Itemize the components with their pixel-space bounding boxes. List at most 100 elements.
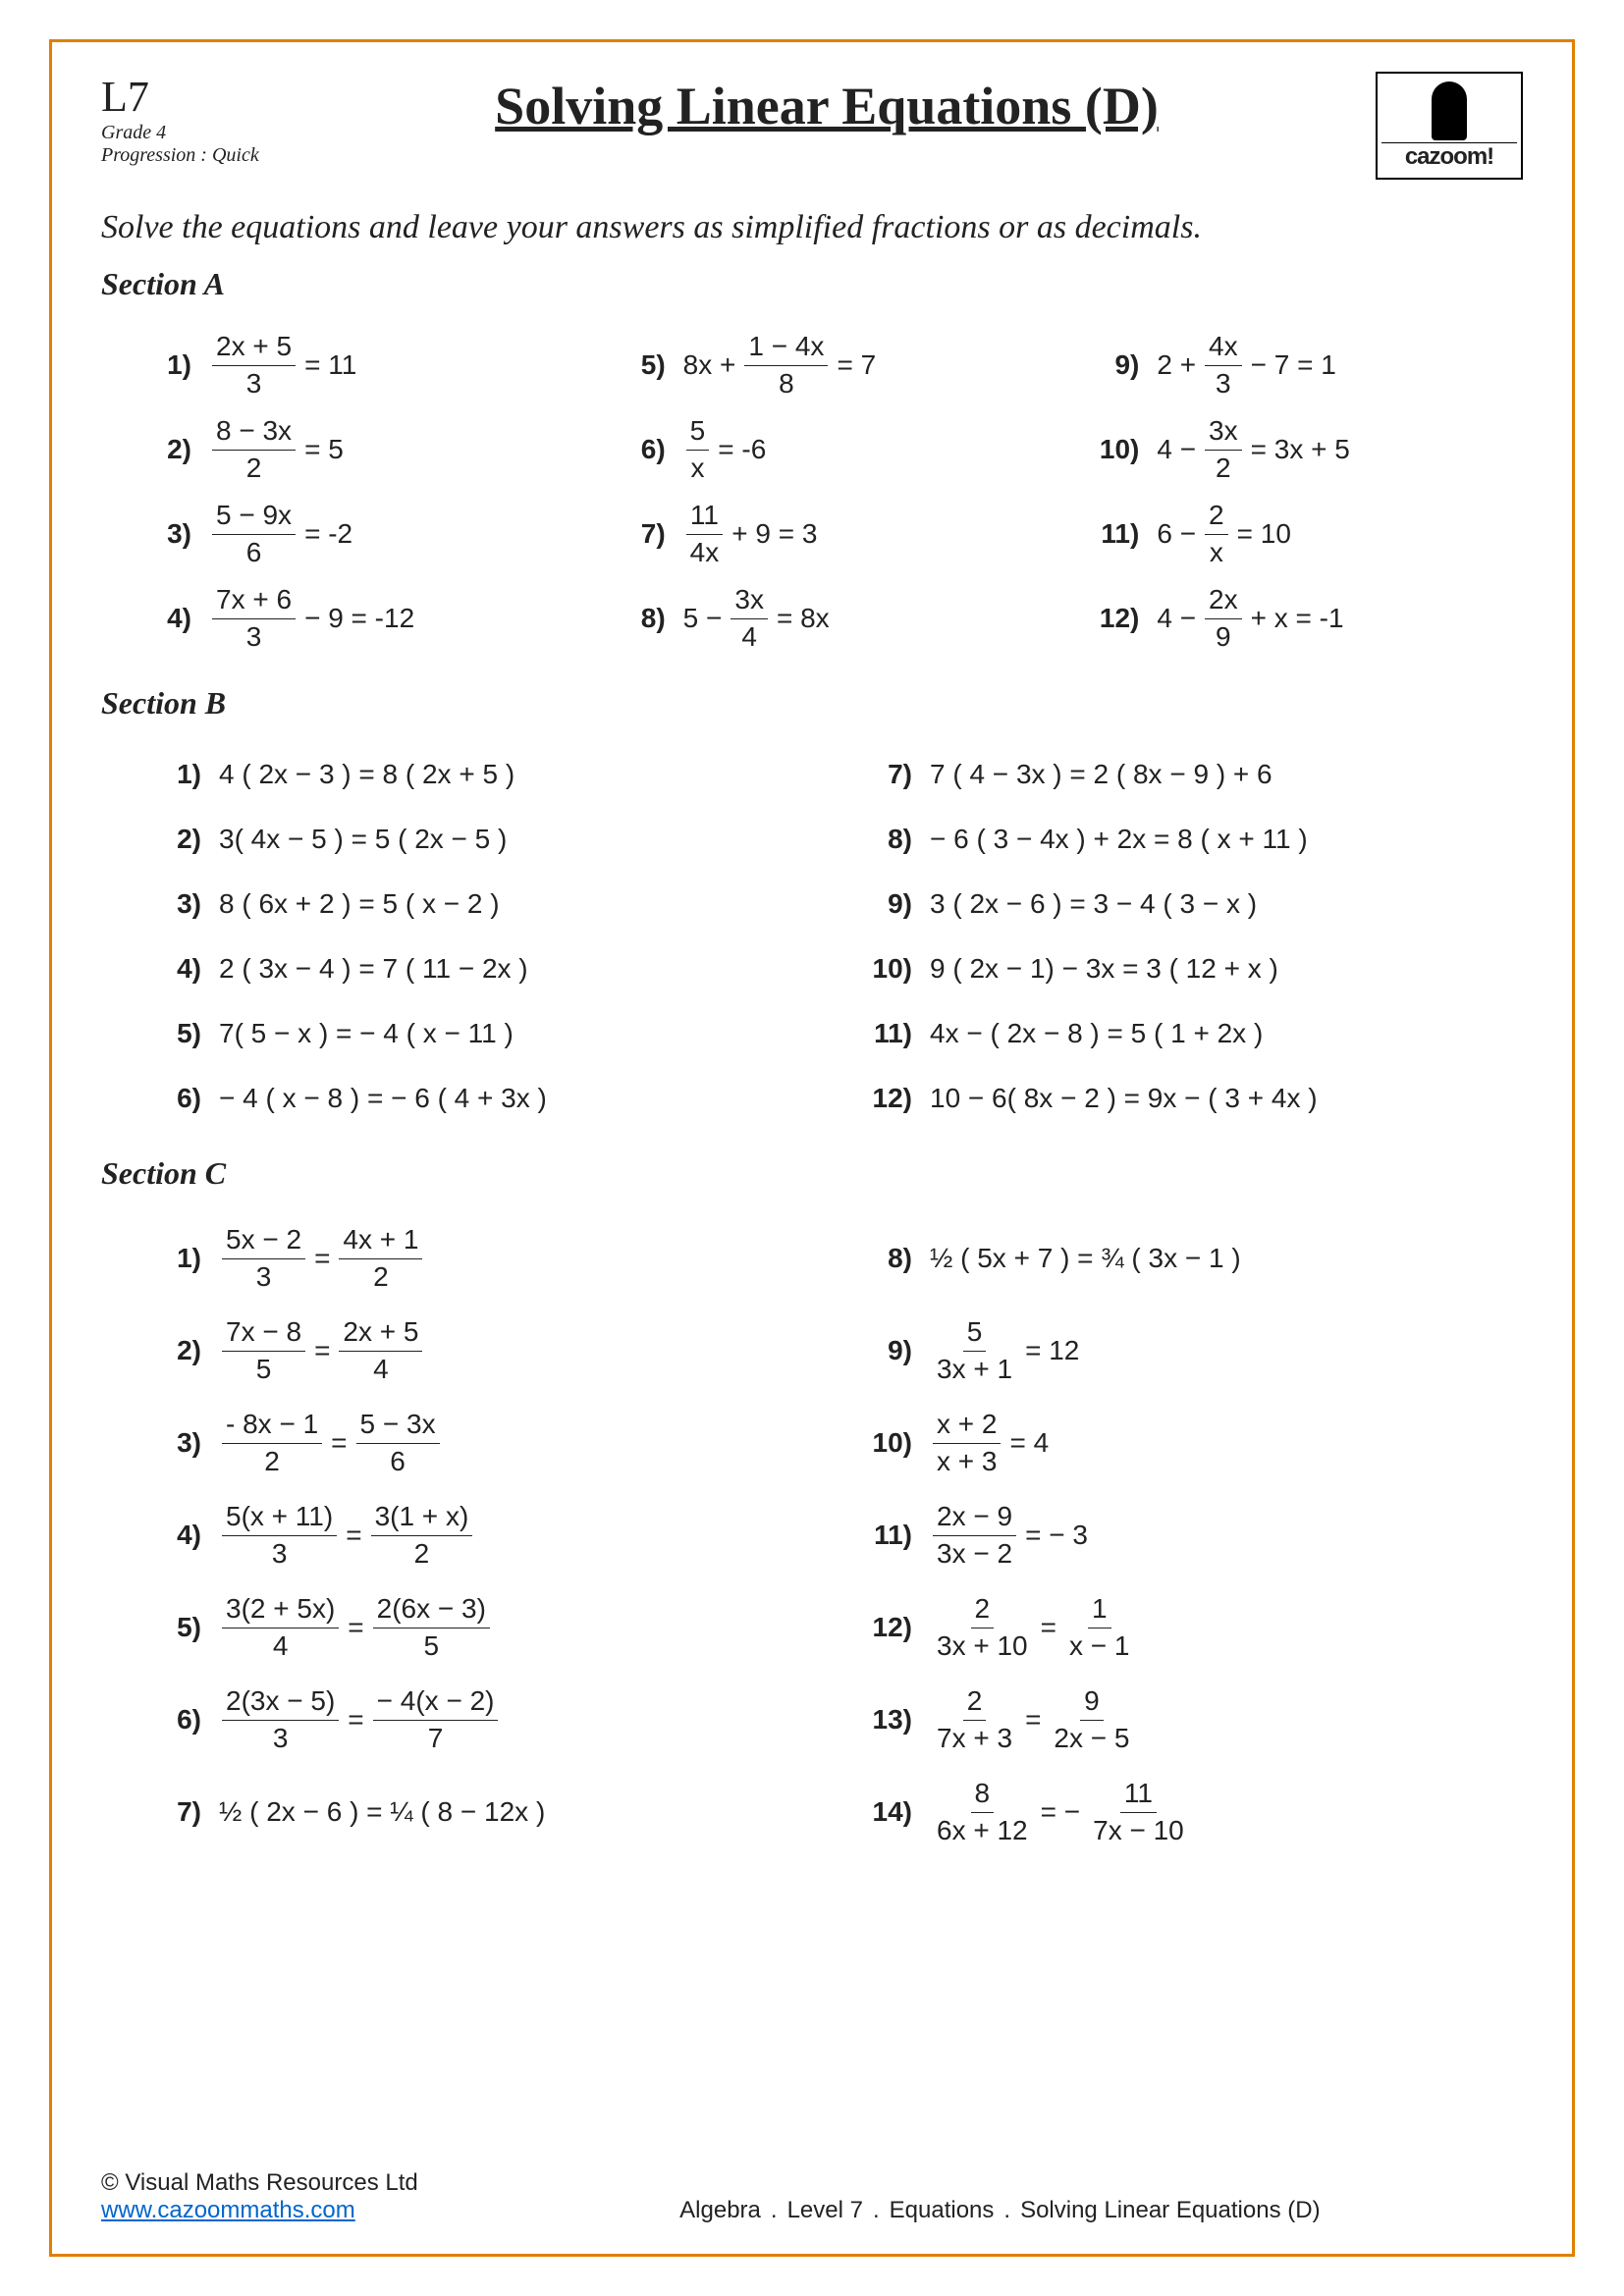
- page-title: Solving Linear Equations (D): [307, 72, 1346, 136]
- problem-number: 10): [871, 1427, 930, 1459]
- problem-number: 9): [1098, 349, 1157, 381]
- problem: 3)8 ( 6x + 2 ) = 5 ( x − 2 ): [101, 879, 812, 930]
- problem: 10)x + 2x + 3= 4: [812, 1404, 1523, 1482]
- crumb-separator: .: [1003, 2197, 1010, 2223]
- problem-number: 7): [160, 1796, 219, 1828]
- equation: 2(3x − 5)3=− 4(x − 2)7: [219, 1685, 501, 1753]
- problem-number: 4): [150, 603, 209, 634]
- equation: 5x= -6: [683, 415, 767, 483]
- equation: 4x − ( 2x − 8 ) = 5 ( 1 + 2x ): [930, 1018, 1263, 1049]
- equation: 8x +1 − 4x8= 7: [683, 331, 876, 399]
- footer-left: © Visual Maths Resources Ltd www.cazoomm…: [101, 2169, 418, 2224]
- crumb: Solving Linear Equations (D): [1020, 2197, 1321, 2223]
- problem: 12)4 −2x9+ x = -1: [1049, 583, 1523, 654]
- equation: 86x + 12= −117x − 10: [930, 1778, 1191, 1845]
- problem-number: 12): [871, 1083, 930, 1114]
- problem: 7)114x+ 9 = 3: [575, 499, 1050, 569]
- problem-number: 12): [1098, 603, 1157, 634]
- problem-number: 6): [624, 434, 683, 465]
- equation: 7x + 63− 9 = -12: [209, 584, 414, 652]
- equation: 2 ( 3x − 4 ) = 7 ( 11 − 2x ): [219, 953, 528, 985]
- problem-number: 11): [871, 1018, 930, 1049]
- equation: 2 +4x3− 7 = 1: [1157, 331, 1335, 399]
- section-b: 1)4 ( 2x − 3 ) = 8 ( 2x + 5 ) 2)3( 4x − 5…: [101, 735, 1523, 1138]
- problem: 4)7x + 63− 9 = -12: [101, 583, 575, 654]
- problem-number: 1): [160, 759, 219, 790]
- problem: 14)86x + 12= −117x − 10: [812, 1773, 1523, 1851]
- crumb: Equations: [890, 2197, 995, 2223]
- problem-number: 3): [160, 1427, 219, 1459]
- problem: 5)8x +1 − 4x8= 7: [575, 330, 1050, 400]
- problem-number: 8): [624, 603, 683, 634]
- problem-number: 5): [160, 1612, 219, 1643]
- logo-icon: [1432, 81, 1467, 140]
- equation: 3 ( 2x − 6 ) = 3 − 4 ( 3 − x ): [930, 888, 1257, 920]
- equation: 27x + 3=92x − 5: [930, 1685, 1136, 1753]
- problem: 8)− 6 ( 3 − 4x ) + 2x = 8 ( x + 11 ): [812, 814, 1523, 865]
- equation: 5 − 9x6= -2: [209, 500, 352, 567]
- problem-number: 3): [160, 888, 219, 920]
- problem: 3)5 − 9x6= -2: [101, 499, 575, 569]
- problem: 2)3( 4x − 5 ) = 5 ( 2x − 5 ): [101, 814, 812, 865]
- copyright: © Visual Maths Resources Ltd: [101, 2169, 418, 2197]
- equation: 7 ( 4 − 3x ) = 2 ( 8x − 9 ) + 6: [930, 759, 1272, 790]
- problem: 7)½ ( 2x − 6 ) = ¼ ( 8 − 12x ): [101, 1773, 812, 1851]
- problem: 9)3 ( 2x − 6 ) = 3 − 4 ( 3 − x ): [812, 879, 1523, 930]
- equation: 2x − 93x − 2= − 3: [930, 1501, 1088, 1569]
- problem: 2)8 − 3x2= 5: [101, 414, 575, 485]
- problem: 6)− 4 ( x − 8 ) = − 6 ( 4 + 3x ): [101, 1073, 812, 1124]
- problem: 8)5 −3x4= 8x: [575, 583, 1050, 654]
- section-b-label: Section B: [101, 685, 1523, 721]
- problem: 11)4x − ( 2x − 8 ) = 5 ( 1 + 2x ): [812, 1008, 1523, 1059]
- problem: 9)2 +4x3− 7 = 1: [1049, 330, 1523, 400]
- problem: 1)4 ( 2x − 3 ) = 8 ( 2x + 5 ): [101, 749, 812, 800]
- problem-number: 10): [871, 953, 930, 985]
- problem-number: 1): [150, 349, 209, 381]
- problem-number: 10): [1098, 434, 1157, 465]
- problem: 2)7x − 85=2x + 54: [101, 1311, 812, 1390]
- footer-link[interactable]: www.cazoommaths.com: [101, 2197, 355, 2223]
- problem: 11)6 −2x= 10: [1049, 499, 1523, 569]
- problem-number: 7): [871, 759, 930, 790]
- instruction-text: Solve the equations and leave your answe…: [101, 209, 1523, 246]
- problem-number: 3): [150, 518, 209, 550]
- brand-logo: cazoom!: [1376, 72, 1523, 180]
- problem: 7)7 ( 4 − 3x ) = 2 ( 8x − 9 ) + 6: [812, 749, 1523, 800]
- equation: 6 −2x= 10: [1157, 500, 1291, 567]
- problem-number: 13): [871, 1704, 930, 1735]
- problem: 12)10 − 6( 8x − 2 ) = 9x − ( 3 + 4x ): [812, 1073, 1523, 1124]
- problem-number: 9): [871, 888, 930, 920]
- crumb-separator: .: [873, 2197, 880, 2223]
- problem-number: 8): [871, 824, 930, 855]
- equation: 7x − 85=2x + 54: [219, 1316, 425, 1384]
- problem-number: 2): [160, 824, 219, 855]
- problem-number: 2): [160, 1335, 219, 1366]
- equation: 10 − 6( 8x − 2 ) = 9x − ( 3 + 4x ): [930, 1083, 1318, 1114]
- problem: 5)7( 5 − x ) = − 4 ( x − 11 ): [101, 1008, 812, 1059]
- worksheet-frame: L7 Grade 4 Progression : Quick Solving L…: [49, 39, 1575, 2257]
- level-block: L7 Grade 4 Progression : Quick: [101, 72, 278, 167]
- section-a: 1)2x + 53= 11 2)8 − 3x2= 5 3)5 − 9x6= -2 4)…: [101, 316, 1523, 667]
- problem: 6)2(3x − 5)3=− 4(x − 2)7: [101, 1681, 812, 1759]
- equation: 2x + 53= 11: [209, 331, 356, 399]
- crumb-separator: .: [771, 2197, 778, 2223]
- equation: 4 −3x2= 3x + 5: [1157, 415, 1349, 483]
- equation: 8 ( 6x + 2 ) = 5 ( x − 2 ): [219, 888, 500, 920]
- equation: 114x+ 9 = 3: [683, 500, 818, 567]
- problem: 1)5x − 23=4x + 12: [101, 1219, 812, 1298]
- equation: 53x + 1= 12: [930, 1316, 1079, 1384]
- equation: ½ ( 5x + 7 ) = ¾ ( 3x − 1 ): [930, 1243, 1241, 1274]
- problem: 1)2x + 53= 11: [101, 330, 575, 400]
- problem: 10)9 ( 2x − 1) − 3x = 3 ( 12 + x ): [812, 943, 1523, 994]
- level-code: L7: [101, 72, 278, 122]
- problem: 4)5(x + 11)3=3(1 + x)2: [101, 1496, 812, 1575]
- equation: 8 − 3x2= 5: [209, 415, 344, 483]
- equation: 3(2 + 5x)4=2(6x − 3)5: [219, 1593, 493, 1661]
- crumb: Algebra: [679, 2197, 761, 2223]
- problem-number: 4): [160, 953, 219, 985]
- problem-number: 9): [871, 1335, 930, 1366]
- equation: 3( 4x − 5 ) = 5 ( 2x − 5 ): [219, 824, 507, 855]
- equation: 4 −2x9+ x = -1: [1157, 584, 1343, 652]
- problem: 6)5x= -6: [575, 414, 1050, 485]
- problem-number: 12): [871, 1612, 930, 1643]
